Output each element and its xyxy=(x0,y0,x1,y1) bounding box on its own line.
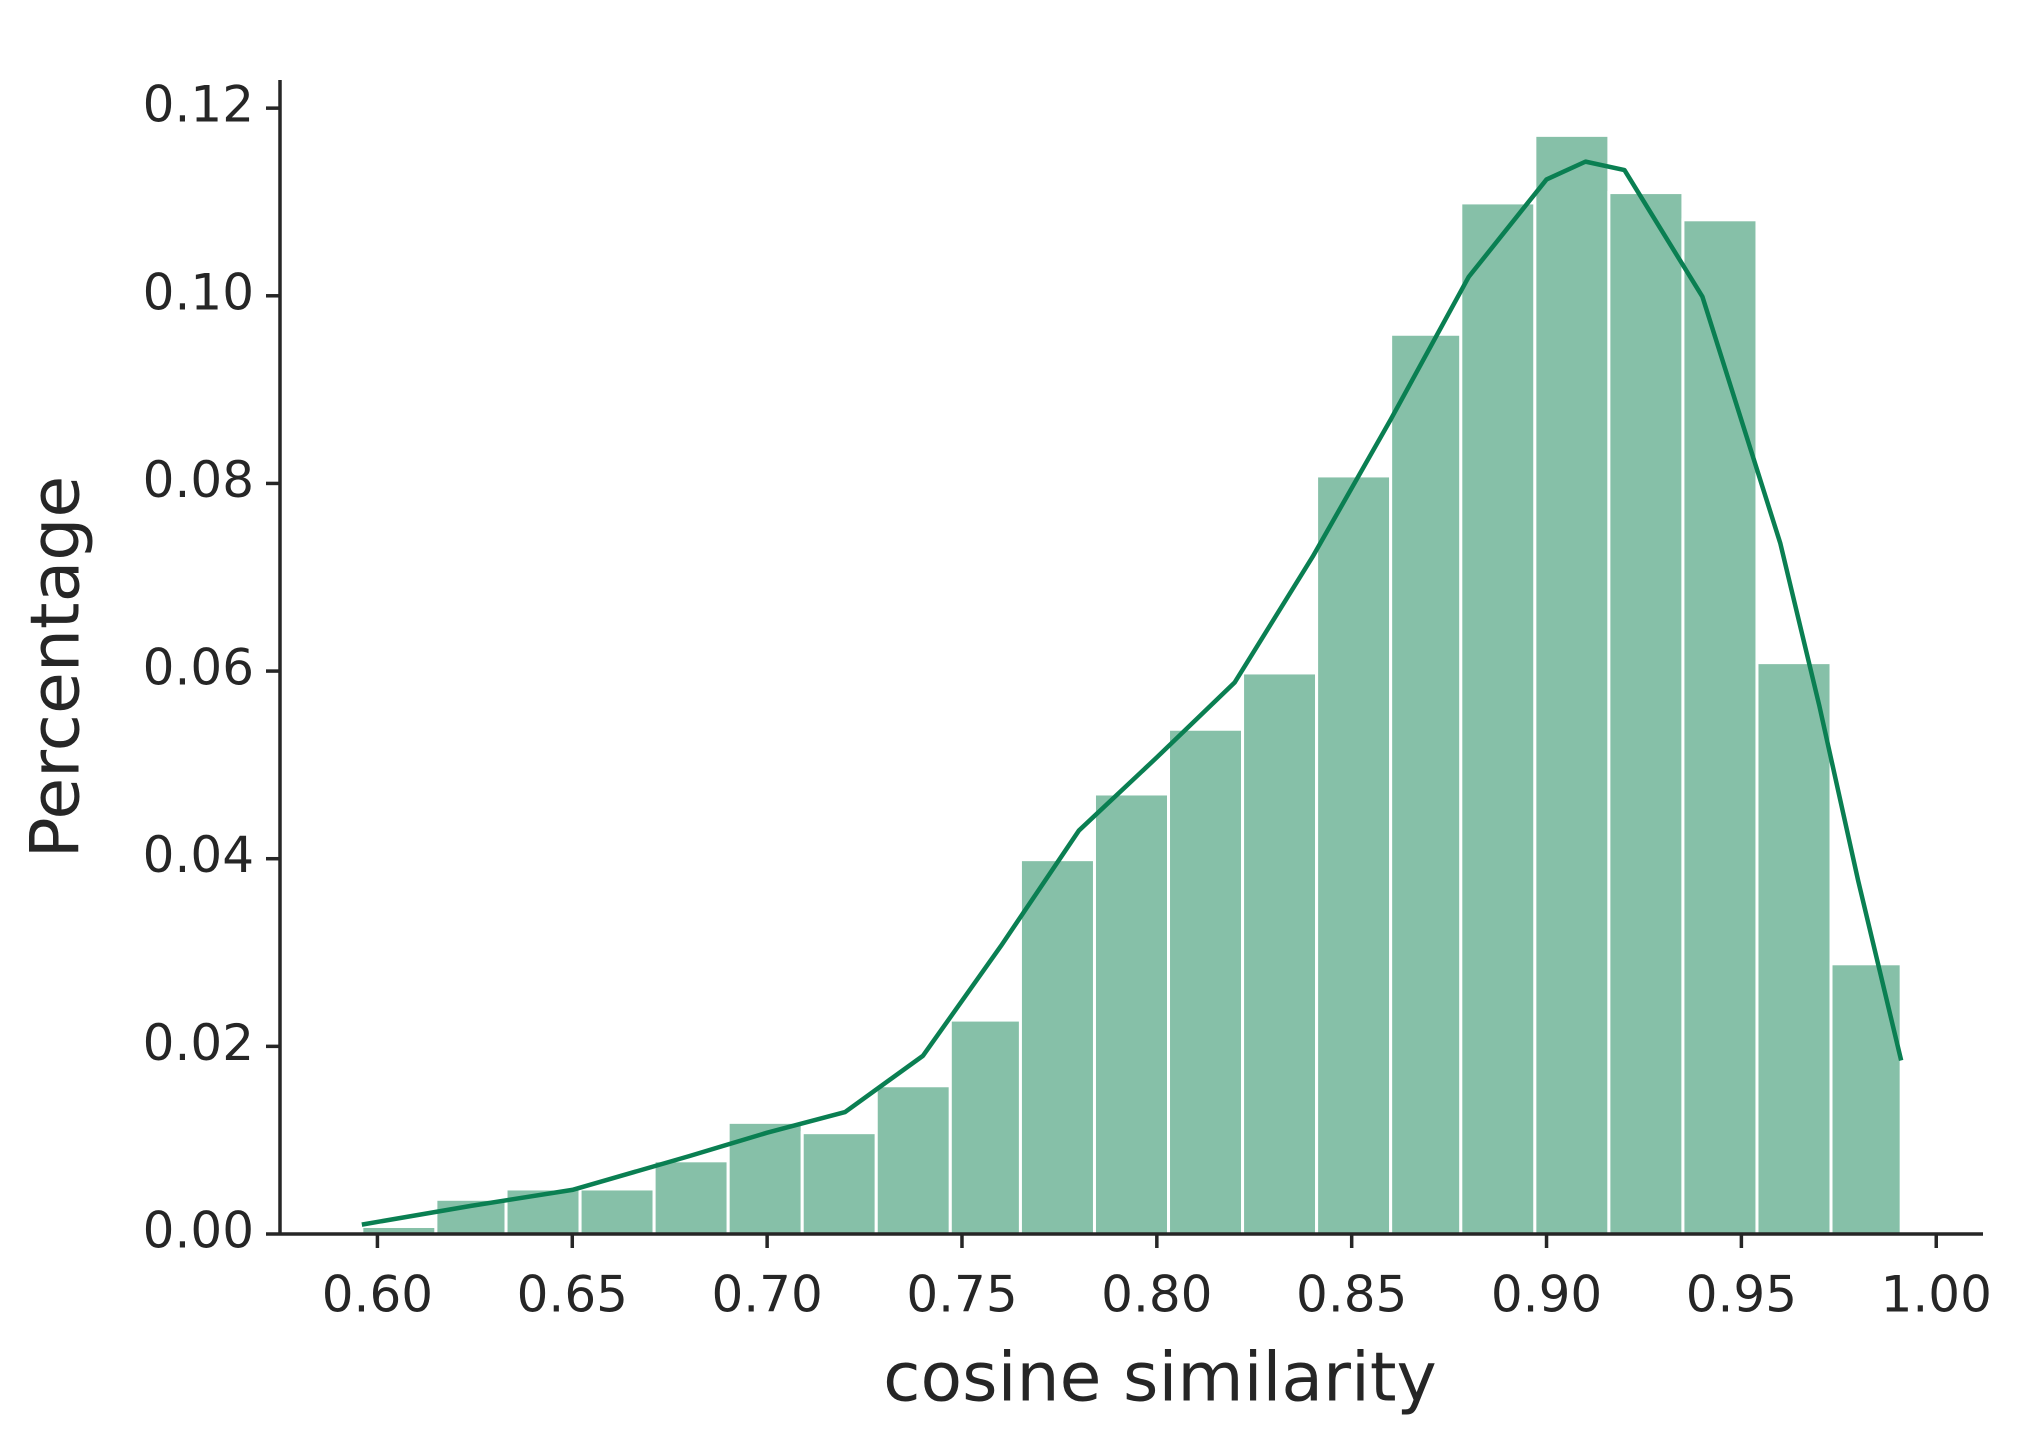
y-tick-label: 0.00 xyxy=(143,1202,254,1260)
y-tick-label: 0.08 xyxy=(143,451,254,509)
bar xyxy=(1167,727,1245,1236)
bar xyxy=(874,1084,952,1236)
bar xyxy=(652,1159,730,1236)
x-axis-label: cosine similarity xyxy=(883,1339,1437,1418)
x-tick-label: 0.80 xyxy=(1101,1266,1212,1324)
bar xyxy=(1459,201,1537,1236)
bar xyxy=(578,1187,656,1236)
x-tick-label: 0.70 xyxy=(711,1266,822,1324)
y-tick-label: 0.04 xyxy=(143,826,254,884)
x-tick-label: 0.85 xyxy=(1296,1266,1407,1324)
bar xyxy=(1315,474,1393,1236)
bar xyxy=(1829,962,1903,1236)
x-tick-label: 1.00 xyxy=(1881,1266,1992,1324)
bar xyxy=(1681,218,1759,1236)
x-tick-label: 0.75 xyxy=(906,1266,1017,1324)
bar xyxy=(1241,671,1319,1236)
x-tick-label: 0.60 xyxy=(322,1266,433,1324)
bar xyxy=(1755,661,1833,1236)
bar xyxy=(1018,858,1096,1236)
x-tick-label: 0.95 xyxy=(1686,1266,1797,1324)
bar xyxy=(1607,191,1685,1236)
y-tick-label: 0.02 xyxy=(143,1014,254,1072)
bar xyxy=(800,1131,878,1236)
bar xyxy=(1533,133,1611,1236)
y-tick-label: 0.12 xyxy=(143,76,254,134)
bar xyxy=(1092,792,1171,1236)
y-axis-label: Percentage xyxy=(17,476,96,859)
x-tick-label: 0.90 xyxy=(1491,1266,1602,1324)
bar xyxy=(1389,332,1463,1236)
bar xyxy=(948,1018,1022,1236)
y-tick-label: 0.10 xyxy=(143,263,254,321)
y-tick-label: 0.06 xyxy=(143,639,254,697)
x-tick-label: 0.65 xyxy=(517,1266,628,1324)
kde-line xyxy=(361,159,1904,1227)
